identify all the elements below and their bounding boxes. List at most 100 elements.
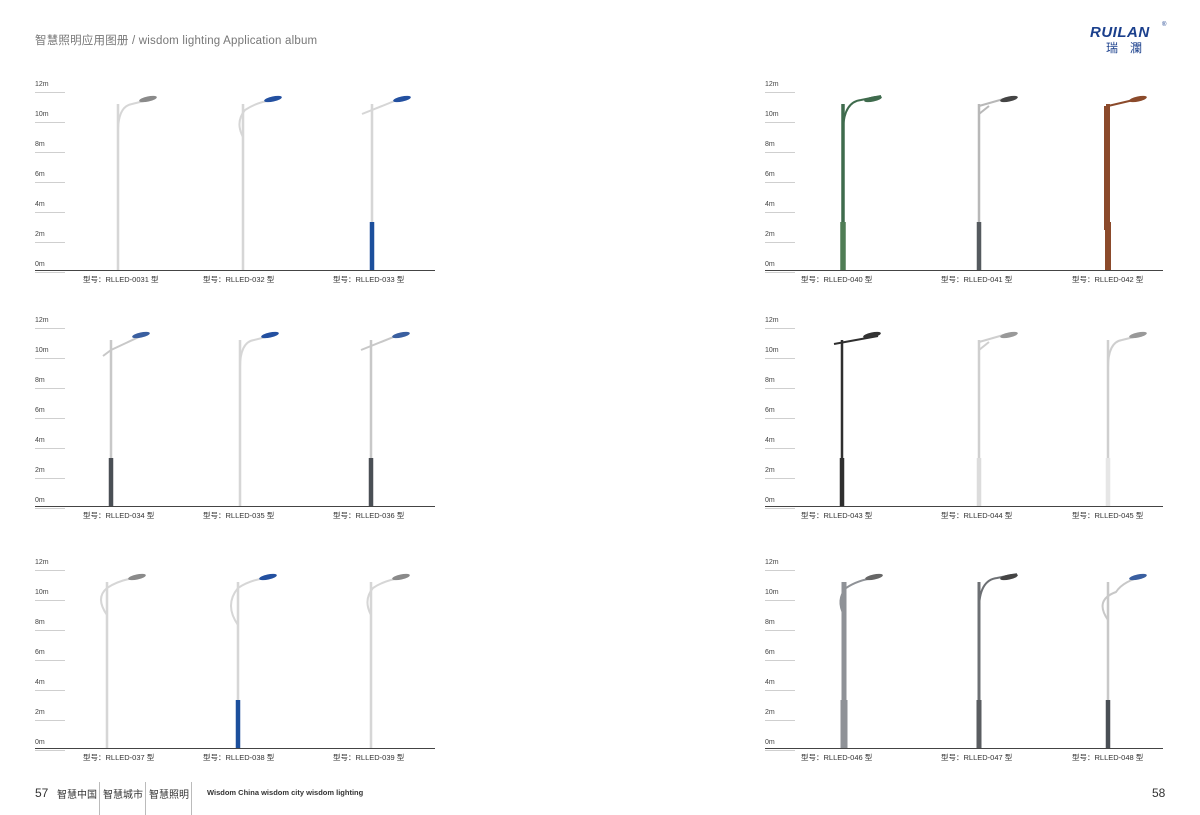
pole-arm (842, 95, 882, 133)
model-label: 型号：RLLED-033 型 (333, 275, 405, 284)
ground-line (765, 748, 1163, 749)
scale-tick (765, 720, 795, 721)
scale-label: 0m (35, 739, 45, 746)
model-label: 型号：RLLED-046 型 (801, 753, 873, 762)
pole-base (235, 700, 241, 748)
street-light-pole (833, 331, 881, 506)
pole-arm (1104, 97, 1143, 230)
street-light-pole (1101, 573, 1147, 748)
model-label: 型号：RLLED-035 型 (203, 511, 275, 520)
pole-arm (366, 577, 402, 616)
scale-label: 0m (765, 739, 775, 746)
pole-base (369, 222, 375, 270)
scale-tick (35, 92, 65, 93)
model-label: 型号：RLLED-047 型 (941, 753, 1013, 762)
scale-tick (35, 478, 65, 479)
street-light-pole (1104, 95, 1147, 270)
street-light-pole (116, 95, 157, 270)
lamp-head (863, 331, 881, 339)
scale-tick (765, 272, 795, 273)
street-light-pole (976, 573, 1018, 748)
street-light-pole (360, 331, 410, 506)
street-light-pole (840, 95, 882, 270)
pole-arm (230, 577, 267, 626)
scale-tick (765, 122, 795, 123)
scale-tick (35, 448, 65, 449)
scale-tick (765, 418, 795, 419)
pole-base (840, 700, 848, 748)
lamp-head (264, 95, 282, 103)
footer-item-lighting: 智慧照明 (149, 790, 189, 801)
scale-label: 2m (35, 231, 45, 238)
logo-registered-mark: ® (1162, 22, 1167, 28)
page-number-right: 58 (1152, 786, 1166, 800)
pole-base (976, 458, 982, 506)
scale-tick (765, 152, 795, 153)
ground-line (35, 270, 435, 271)
street-light-pole (238, 95, 282, 270)
lamp-head (393, 95, 411, 103)
footer-slogan: Wisdom China wisdom city wisdom lighting (207, 788, 364, 797)
street-light-pole (361, 95, 411, 270)
scale-tick (765, 600, 795, 601)
lamp-head (128, 573, 146, 581)
scale-label: 4m (35, 201, 45, 208)
ground-line (765, 270, 1163, 271)
scale-tick (35, 600, 65, 601)
model-label: 型号：RLLED-048 型 (1072, 753, 1144, 762)
scale-label: 8m (765, 377, 775, 384)
scale-tick (35, 720, 65, 721)
pole-arm (978, 573, 1018, 611)
ground-line (35, 748, 435, 749)
scale-label: 4m (765, 437, 775, 444)
scale-label: 6m (35, 649, 45, 656)
scale-label: 4m (765, 201, 775, 208)
scale-label: 2m (35, 467, 45, 474)
scale-tick (35, 660, 65, 661)
scale-tick (35, 242, 65, 243)
scale-tick (765, 630, 795, 631)
pole-arm (100, 577, 136, 616)
scale-label: 10m (765, 589, 779, 596)
scale-tick (765, 92, 795, 93)
model-label: 型号：RLLED-038 型 (203, 753, 275, 762)
scale-label: 10m (35, 347, 49, 354)
scale-label: 0m (765, 497, 775, 504)
scale-label: 4m (35, 437, 45, 444)
scale-tick (765, 242, 795, 243)
model-label: 型号：RLLED-0031 型 (83, 275, 159, 284)
scale-label: 2m (35, 709, 45, 716)
lamp-head (1000, 331, 1018, 339)
footer-divider (99, 782, 100, 815)
pole-arm (102, 335, 142, 357)
lamp-head (1000, 95, 1018, 103)
scale-tick (35, 122, 65, 123)
scale-label: 0m (765, 261, 775, 268)
pole-base (976, 222, 982, 270)
logo-chinese: 瑞瀾 (1106, 41, 1155, 55)
scale-label: 12m (35, 559, 49, 566)
scale-tick (765, 690, 795, 691)
scale-label: 6m (35, 407, 45, 414)
scale-tick (35, 358, 65, 359)
footer-item-city: 智慧城市 (103, 790, 143, 801)
scale-label: 2m (765, 467, 775, 474)
lamp-head (139, 95, 157, 103)
lamp-head (132, 331, 150, 339)
pole-arm (117, 99, 149, 133)
scale-tick (35, 750, 65, 751)
footer-divider (191, 782, 192, 815)
street-light-pole (366, 573, 410, 748)
scale-label: 6m (765, 407, 775, 414)
ground-line (35, 506, 435, 507)
scale-label: 4m (35, 679, 45, 686)
footer-divider (145, 782, 146, 815)
scale-label: 10m (765, 111, 779, 118)
pole-base (839, 458, 845, 506)
scale-label: 12m (765, 559, 779, 566)
model-label: 型号：RLLED-045 型 (1072, 511, 1144, 520)
model-label: 型号：RLLED-042 型 (1072, 275, 1144, 284)
header-title: 智慧照明应用图册 / wisdom lighting Application a… (35, 35, 318, 47)
scale-tick (35, 212, 65, 213)
scale-tick (35, 388, 65, 389)
